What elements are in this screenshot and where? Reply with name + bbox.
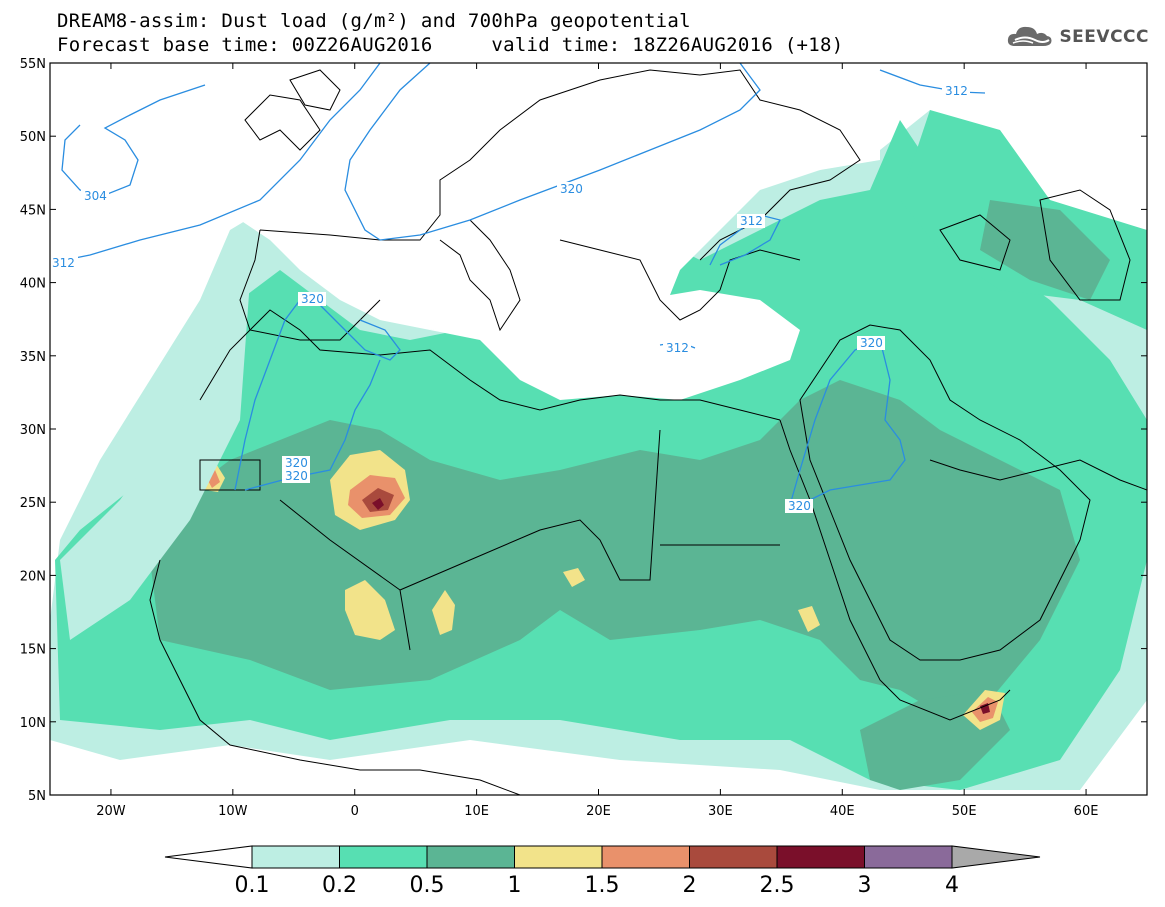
contour-label: 320 (285, 469, 308, 483)
colorbar-max-triangle (951, 845, 1041, 869)
contour-label: 320 (860, 336, 883, 350)
dust-level-1-niger (432, 590, 455, 635)
contour-label: 320 (285, 456, 308, 470)
colorbar-swatch (339, 845, 428, 869)
colorbar-swatch (864, 845, 953, 869)
colorbar-label: 1.5 (585, 873, 620, 898)
dust-level-2-5-somalia (980, 703, 990, 714)
logo-text: SEEVCCC (1059, 27, 1149, 47)
contour-label: 312 (666, 341, 689, 355)
dust-level-1-chad (563, 568, 585, 587)
colorbar-swatch (776, 845, 865, 869)
contour-304 (61, 84, 206, 196)
dust-field (50, 63, 1147, 790)
contour-312-north (879, 69, 986, 94)
lon-tick-label: 50E (952, 804, 977, 819)
dust-level-2-5-sahara (372, 498, 384, 510)
lon-tick-label: 20E (586, 804, 611, 819)
colorbar-swatch (251, 845, 340, 869)
colorbar-label: 3 (858, 873, 872, 898)
colorbar-label: 1 (508, 873, 522, 898)
colorbar-label: 0.2 (322, 873, 357, 898)
longitude-axis: 20W 10W 0 10E 20E 30E 40E 50E 60E (96, 63, 1098, 819)
contour-label: 320 (560, 182, 583, 196)
colorbar: 0.1 0.2 0.5 1 1.5 2 2.5 3 4 (164, 845, 1041, 898)
lat-tick-label: 5N (28, 789, 46, 804)
lat-tick-label: 25N (20, 496, 46, 511)
colorbar-swatch (426, 845, 515, 869)
cloud-logo-icon (1008, 26, 1052, 46)
lon-tick-label: 10W (218, 804, 248, 819)
contour-label: 320 (788, 499, 811, 513)
contour-label: 312 (740, 214, 763, 228)
colorbar-label: 4 (945, 873, 959, 898)
lat-tick-label: 35N (20, 350, 46, 365)
lon-tick-label: 0 (351, 804, 359, 819)
seevccc-logo: SEEVCCC (1005, 24, 1149, 50)
lat-tick-label: 30N (20, 423, 46, 438)
contour-312-east (709, 214, 781, 266)
mediterranean-clear (430, 290, 800, 400)
colorbar-label: 2.5 (760, 873, 795, 898)
colorbar-label: 0.5 (410, 873, 445, 898)
lon-tick-label: 20W (96, 804, 126, 819)
colorbar-label: 2 (683, 873, 697, 898)
lat-tick-label: 10N (20, 716, 46, 731)
lat-tick-label: 45N (20, 203, 46, 218)
colorbar-label: 0.1 (235, 873, 270, 898)
contour-label: 312 (945, 84, 968, 98)
latitude-axis: 55N 50N 45N 40N 35N 30N 25N 20N 15N 10N 5N (20, 57, 1147, 804)
lat-tick-label: 55N (20, 57, 46, 72)
dust-level-1-mali (345, 580, 395, 640)
map-title: DREAM8-assim: Dust load (g/m²) and 700hP… (57, 10, 691, 32)
contour-320-north (344, 63, 761, 241)
colorbar-swatch (689, 845, 778, 869)
colorbar-swatch (601, 845, 690, 869)
colorbar-swatch (514, 845, 603, 869)
lon-tick-label: 40E (830, 804, 855, 819)
lon-tick-label: 60E (1074, 804, 1099, 819)
lat-tick-label: 15N (20, 643, 46, 658)
contour-label: 312 (52, 256, 75, 270)
contour-label: 304 (84, 189, 107, 203)
contour-labels: 304 312 320 320 312 312 320 320 320 320 … (50, 84, 970, 513)
geopotential-contours (54, 63, 986, 506)
dust-level-1-sudan (798, 606, 820, 632)
dust-level-0-5-north (980, 200, 1110, 300)
lat-tick-label: 50N (20, 130, 46, 145)
lon-tick-label: 30E (708, 804, 733, 819)
lat-tick-label: 40N (20, 277, 46, 292)
europe-clear (240, 63, 880, 340)
contour-label: 320 (301, 292, 324, 306)
atlantic-clear (50, 63, 250, 520)
forecast-time-subtitle: Forecast base time: 00Z26AUG2016 valid t… (57, 34, 844, 56)
lat-tick-label: 20N (20, 569, 46, 584)
contour-320-mideast (789, 339, 906, 506)
atlantic-dust-light (60, 280, 250, 640)
lon-tick-label: 10E (464, 804, 489, 819)
colorbar-min-triangle (164, 845, 253, 869)
contour-312-west (54, 63, 381, 263)
